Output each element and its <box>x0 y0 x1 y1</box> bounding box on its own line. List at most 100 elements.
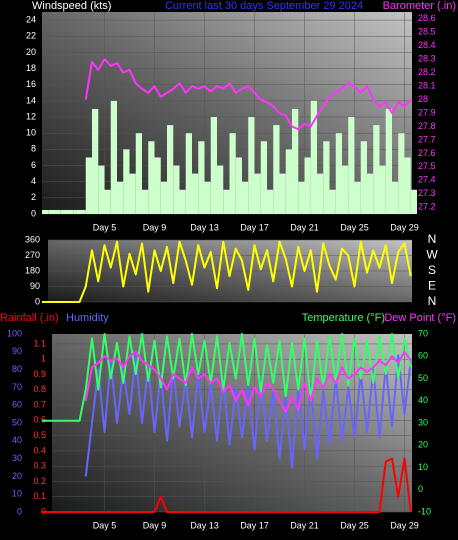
x-tick-label: Day 25 <box>340 520 369 530</box>
tick-label: 90 <box>12 346 22 356</box>
bar <box>85 157 92 214</box>
bar <box>404 157 411 214</box>
bar <box>323 141 330 214</box>
tick-label: 0.2 <box>33 476 46 486</box>
bar <box>110 100 117 214</box>
tick-label: 0.9 <box>33 369 46 379</box>
x-tick-label: Day 25 <box>340 222 369 232</box>
chart-title: Current last 30 days September 29 2024 <box>165 0 363 12</box>
bar <box>254 173 261 214</box>
x-tick-label: Day 21 <box>290 222 319 232</box>
bar <box>160 181 167 214</box>
tick-label: W <box>426 248 438 262</box>
bar <box>154 157 161 214</box>
tick-label: 20 <box>26 47 36 57</box>
bar <box>54 209 61 214</box>
bar <box>67 209 74 214</box>
tick-label: 0.6 <box>33 415 46 425</box>
tick-label: 70 <box>12 382 22 392</box>
tick-label: 27.3 <box>418 188 436 198</box>
tick-label: 1 <box>41 354 46 364</box>
x-tick-label: Day 5 <box>93 222 117 232</box>
tick-label: 27.8 <box>418 121 436 131</box>
tick-label: 50 <box>12 417 22 427</box>
bar <box>235 157 242 214</box>
tick-label: 60 <box>12 400 22 410</box>
tick-label: 12 <box>26 111 36 121</box>
bar <box>298 181 305 214</box>
y2-axis-title: Barometer (.in) <box>383 0 456 12</box>
legend-label: Temperature (°F) <box>302 312 385 324</box>
bar <box>179 189 186 214</box>
x-tick-label: Day 13 <box>190 520 219 530</box>
bar <box>167 125 174 214</box>
bar <box>98 165 105 214</box>
bar <box>304 157 311 214</box>
bar <box>148 141 155 214</box>
bar <box>185 133 192 214</box>
bar <box>335 133 342 214</box>
bar <box>104 189 111 214</box>
tick-label: 40 <box>418 395 428 405</box>
tick-label: 30 <box>418 417 428 427</box>
bar <box>42 209 49 214</box>
bar <box>392 181 399 214</box>
tick-label: 0.5 <box>33 430 46 440</box>
tick-label: 28.1 <box>418 80 436 90</box>
series-line <box>42 457 412 513</box>
bar <box>385 108 392 214</box>
tick-label: S <box>428 263 436 277</box>
bar <box>142 189 149 214</box>
x-tick-label: Day 5 <box>93 520 117 530</box>
tick-label: 180 <box>25 265 40 275</box>
tick-label: 0.8 <box>33 384 46 394</box>
bar <box>379 165 386 214</box>
bar <box>60 209 67 214</box>
x-tick-label: Day 13 <box>190 222 219 232</box>
tick-label: 24 <box>26 14 36 24</box>
tick-label: 10 <box>26 128 36 138</box>
bar <box>192 173 199 214</box>
bar <box>223 189 230 214</box>
bar <box>73 209 80 214</box>
bar <box>248 117 255 214</box>
bar <box>229 133 236 214</box>
bar <box>279 173 286 214</box>
tick-label: 6 <box>31 160 36 170</box>
bar <box>92 108 99 214</box>
tick-label: 60 <box>418 351 428 361</box>
tick-label: 22 <box>26 31 36 41</box>
x-tick-label: Day 17 <box>240 222 269 232</box>
tick-label: 360 <box>25 234 40 244</box>
bar <box>204 181 211 214</box>
bar <box>48 209 55 214</box>
bar <box>129 173 136 214</box>
tick-label: 27.9 <box>418 107 436 117</box>
bar <box>398 133 405 214</box>
tick-label: 0 <box>35 296 40 306</box>
bar <box>317 173 324 214</box>
bar <box>217 165 224 214</box>
bar <box>210 117 217 214</box>
y-axis-title: Windspeed (kts) <box>32 0 111 12</box>
bar <box>360 141 367 214</box>
bar <box>123 149 130 214</box>
series-line <box>84 350 412 413</box>
tick-label: 70 <box>418 328 428 338</box>
tick-label: 0 <box>31 208 36 218</box>
tick-label: N <box>428 232 437 246</box>
series-line <box>84 58 412 131</box>
tick-label: 0 <box>17 506 22 516</box>
tick-label: 20 <box>418 440 428 450</box>
x-tick-label: Day 17 <box>240 520 269 530</box>
bar <box>373 125 380 214</box>
bar <box>342 165 349 214</box>
tick-label: 10 <box>418 462 428 472</box>
bar <box>348 117 355 214</box>
tick-label: 270 <box>25 250 40 260</box>
tick-label: 0 <box>418 484 423 494</box>
tick-label: -10 <box>418 506 431 516</box>
tick-label: 0.7 <box>33 399 46 409</box>
tick-label: 100 <box>7 328 22 338</box>
